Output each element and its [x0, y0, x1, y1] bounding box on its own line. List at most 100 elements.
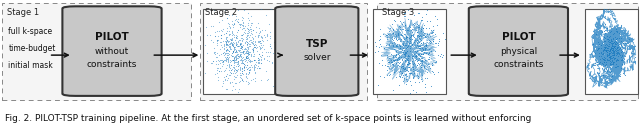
Point	[401, 36, 411, 38]
Point	[423, 53, 433, 55]
Point	[605, 51, 616, 53]
Point	[421, 47, 431, 49]
Point	[403, 44, 413, 46]
Point	[607, 45, 617, 47]
Point	[239, 66, 250, 68]
Point	[234, 65, 244, 68]
Point	[374, 38, 385, 40]
Point	[604, 47, 614, 50]
Point	[223, 30, 234, 32]
Point	[214, 70, 224, 72]
Point	[414, 57, 424, 59]
Point	[255, 47, 265, 49]
Point	[412, 44, 422, 46]
Point	[400, 67, 410, 69]
Point	[598, 49, 609, 51]
Point	[605, 47, 616, 49]
Point	[221, 58, 232, 60]
Point	[390, 20, 401, 22]
Point	[214, 62, 225, 64]
Point	[209, 60, 219, 62]
Point	[228, 59, 239, 61]
Point	[248, 37, 258, 39]
Point	[234, 43, 244, 45]
Point	[264, 55, 275, 57]
Point	[217, 19, 227, 21]
Point	[221, 60, 231, 62]
Point	[243, 32, 253, 34]
Point	[397, 76, 407, 78]
Point	[241, 27, 252, 29]
Point	[234, 55, 244, 57]
Point	[605, 49, 616, 51]
Point	[389, 48, 399, 50]
Point	[227, 26, 237, 28]
Point	[248, 38, 258, 40]
Point	[415, 34, 426, 36]
Point	[399, 68, 409, 70]
Point	[614, 53, 625, 55]
Point	[237, 61, 248, 63]
Point	[382, 56, 392, 58]
Point	[250, 63, 260, 65]
Point	[212, 40, 222, 42]
Point	[268, 85, 278, 88]
Point	[401, 44, 412, 46]
Point	[404, 72, 414, 74]
Point	[236, 43, 246, 45]
Point	[605, 56, 616, 58]
Point	[227, 37, 237, 39]
Point	[601, 43, 611, 45]
Point	[605, 63, 615, 65]
Point	[227, 55, 237, 57]
Point	[220, 69, 230, 72]
Point	[429, 61, 440, 63]
Point	[607, 49, 617, 51]
Point	[610, 57, 620, 59]
Point	[237, 70, 248, 72]
Point	[596, 52, 606, 55]
Point	[227, 89, 237, 91]
Point	[607, 40, 618, 42]
Point	[418, 27, 428, 29]
Point	[384, 30, 394, 32]
Point	[393, 64, 403, 66]
Point	[262, 55, 272, 57]
Point	[604, 59, 614, 61]
Point	[235, 55, 245, 57]
Point	[221, 48, 232, 50]
Point	[612, 52, 623, 55]
Point	[395, 75, 405, 77]
Point	[216, 29, 227, 31]
FancyBboxPatch shape	[275, 6, 358, 96]
Point	[241, 56, 252, 58]
Point	[253, 57, 264, 59]
Point	[607, 60, 617, 62]
Point	[415, 55, 426, 57]
Point	[234, 76, 244, 78]
Point	[229, 67, 239, 70]
Point	[424, 56, 435, 58]
Point	[599, 61, 609, 63]
Point	[422, 20, 432, 22]
Point	[391, 37, 401, 39]
Point	[397, 34, 407, 36]
Point	[410, 50, 420, 52]
Point	[243, 50, 253, 52]
Point	[212, 39, 222, 41]
Point	[246, 39, 257, 41]
Point	[604, 58, 614, 61]
Point	[401, 47, 412, 49]
Point	[605, 62, 616, 64]
Point	[601, 49, 611, 51]
Point	[238, 51, 248, 53]
Point	[226, 72, 236, 74]
Point	[229, 47, 239, 49]
Point	[212, 67, 223, 69]
Point	[227, 23, 237, 25]
Point	[400, 44, 410, 46]
Point	[388, 29, 398, 31]
Point	[224, 40, 234, 42]
Point	[616, 48, 626, 50]
Point	[388, 63, 399, 65]
